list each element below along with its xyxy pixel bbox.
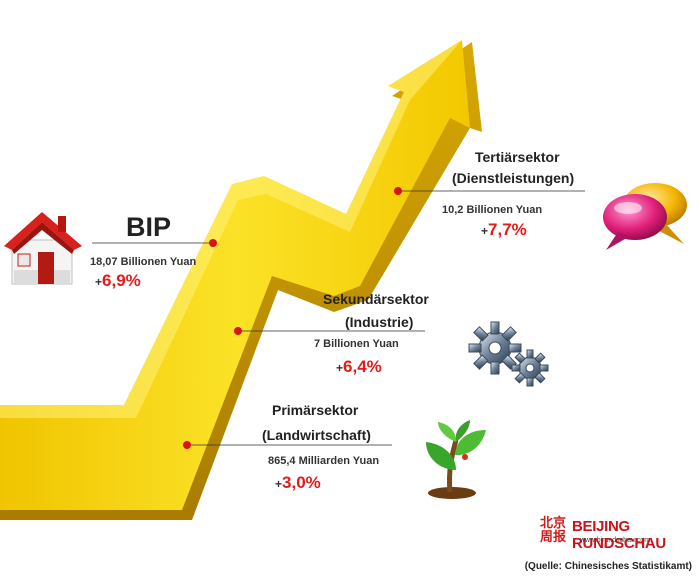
tertiary-amount: 10,2 Billionen Yuan [442,204,543,216]
bip-amount: 18,07 Billionen Yuan [90,256,197,268]
tertiary-growth-pct: 7,7% [488,220,527,239]
tertiary-growth-sign: + [481,224,489,238]
secondary-title-line1: Sekundärsektor [323,291,429,307]
primary-growth: +3,0% [275,473,321,493]
speech-bubble-icon [603,183,687,250]
sprout-icon [426,420,486,499]
leader-dots [183,187,402,449]
leader-lines [92,190,585,446]
primary-amount: 865,4 Milliarden Yuan [268,455,380,467]
secondary-growth-pct: 6,4% [343,357,382,376]
bip-growth-pct: 6,9% [102,271,141,290]
bip-growth: +6,9% [95,271,141,291]
house-icon [4,212,82,285]
arrow-highlight [0,40,462,418]
brand-name: BEIJING RUNDSCHAU [572,518,666,552]
gear-icon [468,321,549,387]
brand-mark: 北京周报 [540,516,567,545]
secondary-amount: 7 Billionen Yuan [314,338,399,350]
arrow-face [0,40,470,510]
primary-growth-pct: 3,0% [282,473,321,492]
tertiary-title-line1: Tertiärsektor [475,149,560,165]
primary-title-line2: (Landwirtschaft) [262,427,371,443]
brand-url: www.bjrundschau.com [580,537,651,544]
secondary-title-line2: (Industrie) [345,314,414,330]
primary-title-line1: Primärsektor [272,402,359,418]
tertiary-title-line2: (Dienstleistungen) [452,170,575,186]
bip-growth-sign: + [95,275,103,289]
tertiary-growth: +7,7% [481,220,527,240]
secondary-growth-sign: + [336,361,344,375]
bip-title: BIP [126,212,172,242]
primary-growth-sign: + [275,477,283,491]
source-note: (Quelle: Chinesisches Statistikamt) [524,561,692,572]
brand-logo: 北京周报 BEIJING RUNDSCHAU www.bjrundschau.c… [540,516,700,553]
secondary-growth: +6,4% [336,357,382,377]
